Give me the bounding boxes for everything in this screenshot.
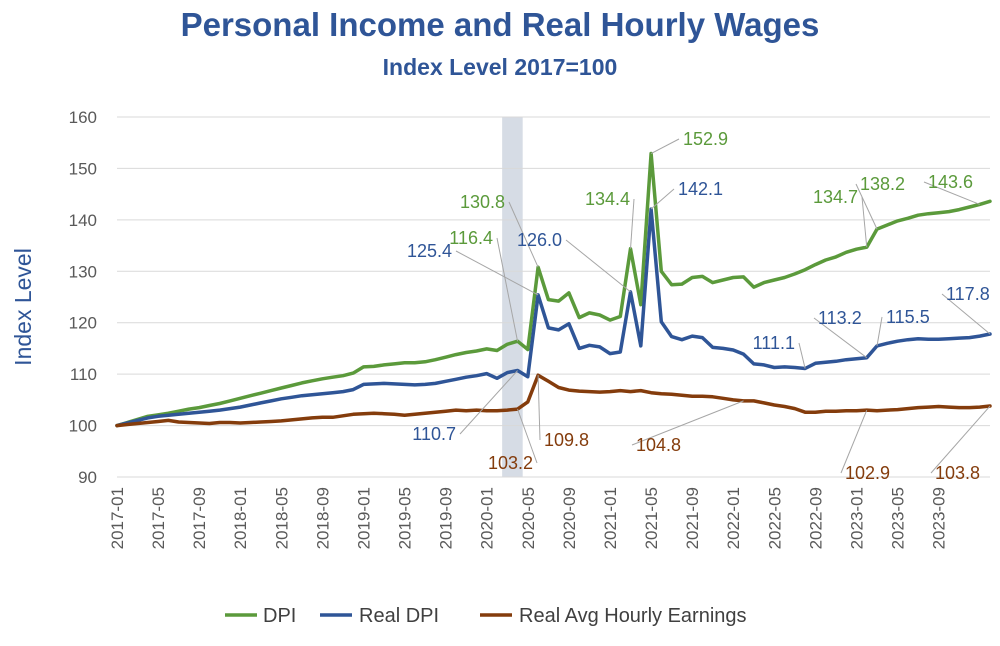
x-tick-label: 2017-09 [190, 487, 209, 549]
y-tick-label: 150 [69, 159, 97, 178]
annotation-leader [459, 370, 518, 435]
series-line-0 [115, 151, 992, 428]
annotation-leader [798, 342, 806, 369]
data-label: 143.6 [928, 172, 973, 192]
data-label: 117.8 [946, 284, 990, 304]
y-tick-label: 120 [69, 314, 97, 333]
data-label: 115.5 [886, 307, 930, 327]
chart-subtitle: Index Level 2017=100 [382, 54, 618, 80]
annotation-leader [861, 196, 868, 248]
annotation-leader [941, 293, 991, 335]
legend-label-2: Real Avg Hourly Earnings [519, 605, 747, 627]
data-label: 125.4 [407, 241, 452, 261]
x-tick-label: 2021-01 [601, 487, 620, 549]
data-label: 103.2 [488, 453, 533, 473]
data-label: 142.1 [678, 179, 723, 199]
x-tick-label: 2019-05 [396, 487, 415, 549]
annotation-leader [923, 181, 980, 205]
annotation-leader [631, 400, 744, 446]
x-tick-label: 2023-09 [930, 487, 949, 549]
x-tick-label: 2022-09 [806, 487, 825, 549]
data-label: 152.9 [683, 129, 728, 149]
x-tick-label: 2022-05 [765, 487, 784, 549]
data-label: 138.2 [860, 174, 905, 194]
data-label: 102.9 [845, 463, 890, 483]
chart-title: Personal Income and Real Hourly Wages [180, 6, 820, 43]
annotation-leader [565, 239, 631, 293]
x-tick-label: 2021-05 [642, 487, 661, 549]
x-tick-label: 2017-01 [108, 487, 127, 549]
annotation-leader [537, 375, 541, 441]
data-label: 103.8 [935, 463, 980, 483]
annotation-leader [855, 183, 878, 230]
x-tick-label: 2020-09 [560, 487, 579, 549]
y-tick-label: 130 [69, 262, 97, 281]
data-label: 126.0 [517, 230, 562, 250]
x-tick-label: 2023-01 [847, 487, 866, 549]
x-tick-label: 2022-01 [724, 487, 743, 549]
data-label: 104.8 [636, 435, 681, 455]
series-line-1 [115, 207, 992, 428]
annotation-leader [840, 409, 868, 474]
x-tick-label: 2018-05 [272, 487, 291, 549]
y-tick-label: 90 [78, 468, 97, 487]
x-tick-label: 2023-05 [889, 487, 908, 549]
data-label: 134.4 [585, 189, 630, 209]
annotation-leader [930, 405, 991, 474]
annotation-leader [876, 316, 883, 346]
data-label: 116.4 [449, 228, 493, 248]
x-tick-label: 2018-01 [231, 487, 250, 549]
annotation-leader [650, 188, 675, 210]
data-label: 113.2 [818, 308, 862, 328]
x-tick-label: 2019-09 [437, 487, 456, 549]
y-tick-label: 140 [69, 211, 97, 230]
y-tick-label: 160 [69, 108, 97, 127]
data-label: 109.8 [544, 430, 589, 450]
data-label: 134.7 [813, 187, 858, 207]
recession-band [502, 117, 523, 477]
annotation-leader [508, 201, 539, 268]
annotation-leader [813, 317, 868, 359]
y-tick-label: 100 [69, 417, 97, 436]
data-label: 130.8 [460, 192, 505, 212]
legend-label-0: DPI [263, 605, 296, 627]
y-tick-label: 110 [70, 365, 97, 384]
x-tick-label: 2017-05 [149, 487, 168, 549]
x-tick-label: 2018-09 [313, 487, 332, 549]
x-tick-label: 2020-01 [478, 487, 497, 549]
data-label: 110.7 [412, 424, 456, 444]
y-axis-label: Index Level [10, 248, 36, 366]
annotation-leader [650, 138, 680, 154]
annotation-leader [630, 198, 635, 249]
legend-label-1: Real DPI [359, 605, 439, 627]
annotation-leader [496, 237, 519, 342]
series-line-2 [115, 373, 992, 428]
annotation-leader [517, 408, 538, 464]
annotation-leader [455, 250, 539, 296]
x-tick-label: 2020-05 [519, 487, 538, 549]
x-tick-label: 2019-01 [354, 487, 373, 549]
x-tick-label: 2021-09 [683, 487, 702, 549]
data-label: 111.1 [753, 333, 795, 353]
